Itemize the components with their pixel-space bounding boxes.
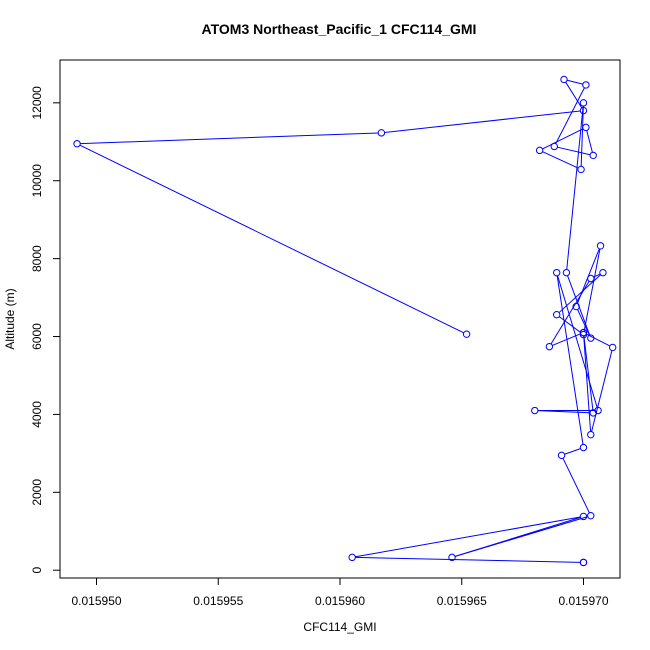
series-segment — [454, 516, 588, 557]
series-segment — [558, 316, 582, 334]
series-layer — [73, 75, 617, 567]
data-point — [579, 512, 588, 521]
x-tick-label: 0.015960 — [315, 594, 365, 608]
y-tick-label: 12000 — [30, 86, 44, 120]
y-tick-label: 6000 — [30, 323, 44, 350]
data-point — [552, 268, 561, 277]
series-segment — [566, 79, 583, 85]
data-point — [562, 268, 571, 277]
data-point — [531, 406, 539, 415]
series-segment — [565, 81, 583, 109]
series-segment — [586, 333, 611, 347]
x-tick-label: 0.015970 — [558, 594, 608, 608]
series-segment — [566, 105, 584, 270]
series-segment — [580, 106, 584, 167]
y-tick-label: 10000 — [30, 164, 44, 198]
series-segment — [556, 275, 584, 445]
series-segment — [562, 457, 590, 514]
x-axis: 0.015950 0.015955 0.015960 0.015965 0.015970 — [71, 578, 609, 608]
series-segment — [583, 248, 601, 332]
series-segment — [542, 128, 584, 150]
data-point — [560, 75, 568, 84]
x-tick-label: 0.015965 — [437, 594, 487, 608]
series-segment — [557, 146, 591, 156]
series-segment — [552, 333, 581, 346]
data-point — [557, 451, 566, 460]
data-point — [448, 553, 456, 562]
data-point — [377, 129, 386, 137]
series-segment — [564, 448, 581, 455]
x-axis-label: CFC114_GMI — [303, 620, 376, 634]
series-segment — [583, 335, 592, 432]
data-point — [550, 142, 558, 151]
data-point — [587, 511, 595, 520]
plot-frame — [59, 59, 621, 579]
y-tick-label: 8000 — [30, 245, 44, 272]
data-point — [545, 342, 554, 351]
series-segment — [577, 309, 590, 336]
series-segment — [557, 275, 598, 408]
data-point — [582, 81, 590, 89]
x-tick-label: 0.015955 — [193, 594, 243, 608]
data-point — [579, 558, 588, 567]
series-segment — [586, 130, 593, 153]
data-point — [348, 553, 356, 562]
data-point — [579, 106, 588, 115]
series-segment — [537, 410, 591, 414]
y-tick-label: 0 — [30, 567, 44, 574]
data-point — [608, 343, 617, 352]
data-point — [579, 330, 588, 339]
data-point — [462, 330, 471, 338]
y-tick-label: 4000 — [30, 401, 44, 428]
series-segment — [591, 350, 613, 432]
series-segment — [567, 275, 591, 336]
series-segment — [384, 110, 581, 133]
data-point — [589, 151, 597, 160]
x-tick-label: 0.015950 — [71, 594, 121, 608]
data-point — [596, 242, 605, 250]
data-point — [73, 140, 81, 148]
y-tick-label: 2000 — [30, 479, 44, 506]
chart-title: ATOM3 Northeast_Pacific_1 CFC114_GMI — [202, 21, 477, 37]
series-segment — [550, 280, 590, 345]
series-segment — [355, 556, 581, 563]
series-segment — [80, 132, 379, 145]
data-point — [577, 165, 585, 174]
data-point — [579, 443, 588, 452]
series-segment — [79, 144, 464, 334]
data-point — [587, 334, 595, 342]
series-segment — [355, 516, 581, 558]
data-point — [582, 123, 590, 132]
data-point — [587, 274, 595, 283]
y-axis-label: Altitude (m) — [3, 288, 17, 349]
data-point — [587, 430, 595, 439]
y-axis: 0 2000 4000 6000 8000 10000 12000 — [30, 86, 60, 574]
series-segment — [542, 151, 579, 169]
series-segment — [583, 335, 594, 410]
data-point — [552, 311, 561, 319]
data-point — [579, 99, 588, 107]
data-point — [535, 146, 544, 155]
data-point — [599, 268, 607, 277]
series-segment — [555, 87, 585, 144]
data-point — [572, 302, 580, 311]
data-point — [579, 328, 588, 337]
data-point — [589, 409, 597, 417]
